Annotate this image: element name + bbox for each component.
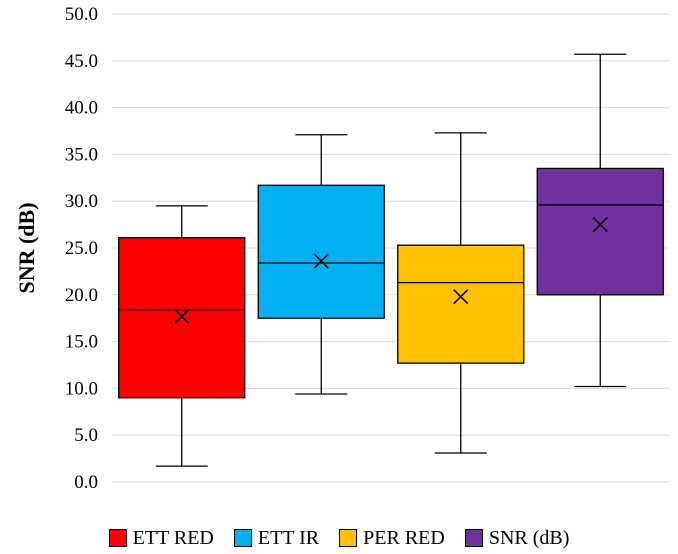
y-axis-tick-labels: 0.0 5.0 10.0 15.0 20.0 25.0 30.0 35.0 40.0 45.0 50…: [65, 4, 98, 493]
legend-label: ETT RED: [132, 526, 214, 549]
y-tick-label: 25.0: [65, 238, 98, 259]
box-ett-ir: [257, 134, 385, 395]
legend-swatch: [233, 529, 252, 547]
iqr-box: [257, 184, 385, 319]
y-tick-label: 40.0: [65, 98, 98, 119]
y-tick-label: 0.0: [74, 472, 98, 493]
box-ett-red: [118, 205, 246, 467]
y-tick-label: 20.0: [65, 285, 98, 306]
iqr-box: [397, 244, 525, 364]
y-tick-label: 45.0: [65, 51, 98, 72]
iqr-box: [118, 237, 246, 399]
legend-swatch: [339, 529, 358, 547]
mean-marker: [174, 308, 190, 324]
y-tick-label: 50.0: [65, 4, 98, 25]
legend-swatch: [464, 529, 483, 547]
y-tick-label: 30.0: [65, 191, 98, 212]
box-plot-chart: 0.0 5.0 10.0 15.0 20.0 25.0 30.0 35.0 40.0 45.0 50…: [14, 4, 670, 493]
legend-label: SNR (dB): [488, 526, 570, 549]
legend-label: PER RED: [363, 526, 445, 549]
y-tick-label: 10.0: [65, 378, 98, 399]
iqr-box: [536, 167, 664, 296]
y-tick-label: 5.0: [74, 425, 98, 446]
legend: ETT RED ETT IR PER RED SNR (dB): [0, 524, 678, 552]
y-axis-title: SNR (dB): [14, 202, 39, 293]
box-snr-db: [536, 53, 664, 388]
legend-item: ETT RED: [108, 526, 214, 550]
mean-marker: [592, 217, 608, 233]
legend-item: ETT IR: [233, 526, 320, 550]
mean-marker: [453, 289, 469, 305]
y-tick-label: 35.0: [65, 144, 98, 165]
mean-marker: [313, 253, 329, 269]
legend-label: ETT IR: [257, 526, 320, 549]
legend-item: SNR (dB): [464, 526, 570, 550]
legend-swatch: [108, 529, 127, 547]
boxes: [118, 53, 664, 467]
y-tick-label: 15.0: [65, 332, 98, 353]
box-per-red: [397, 132, 525, 454]
legend-item: PER RED: [339, 527, 445, 550]
